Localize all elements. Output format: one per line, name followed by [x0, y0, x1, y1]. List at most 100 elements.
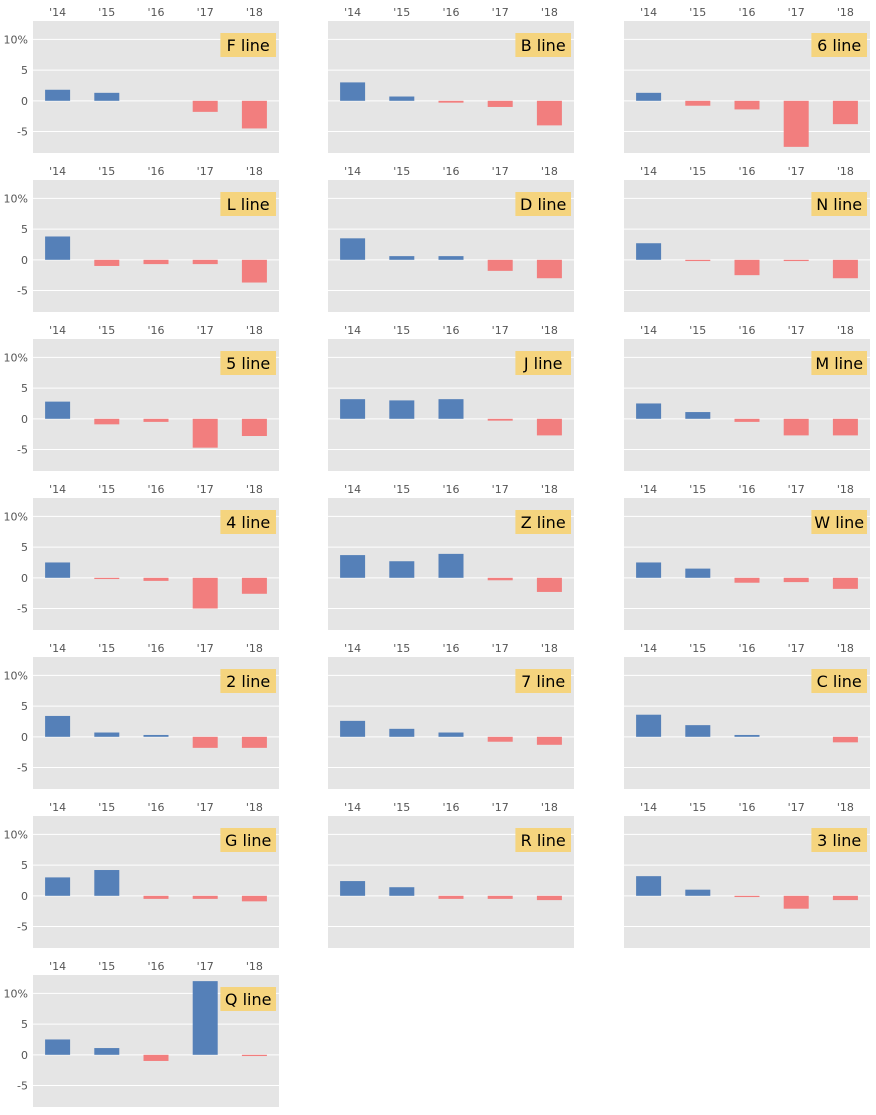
x-tick-label: '18 — [541, 642, 558, 655]
y-tick-label: 5 — [21, 1018, 28, 1031]
bar — [438, 732, 464, 737]
bar — [340, 238, 366, 260]
x-tick-label: '14 — [640, 642, 657, 655]
bar — [487, 895, 513, 899]
panel-label: Q line — [225, 990, 272, 1009]
y-tick-label: 10% — [4, 33, 28, 46]
x-tick-label: '17 — [492, 165, 509, 178]
panel-d-line: '14 '15 '16 '17 '18 D line — [328, 165, 574, 312]
bar — [832, 895, 858, 901]
bar — [389, 728, 415, 737]
bar — [389, 96, 415, 101]
x-tick-label: '14 — [49, 960, 66, 973]
panel-label: 4 line — [226, 513, 270, 532]
x-tick-label: '16 — [738, 324, 755, 337]
x-tick-label: '14 — [49, 324, 66, 337]
bar — [636, 403, 662, 419]
panel-6-line: '14 '15 '16 '17 '18 6 line — [624, 6, 870, 153]
bar — [143, 734, 169, 737]
panel-label-box — [220, 351, 276, 375]
bar — [94, 577, 120, 580]
y-tick-label: 5 — [21, 859, 28, 872]
bar — [143, 895, 169, 899]
bar — [45, 236, 71, 260]
x-tick-label: '14 — [344, 324, 361, 337]
x-tick-label: '18 — [837, 801, 854, 814]
panel-label: R line — [521, 831, 566, 850]
y-tick-label: -5 — [17, 126, 28, 139]
panel-label: 5 line — [226, 354, 270, 373]
y-tick-label: 0 — [21, 731, 28, 744]
bar — [734, 895, 760, 898]
x-tick-label: '14 — [640, 6, 657, 19]
bar — [241, 895, 267, 902]
panel-3-line: '14 '15 '16 '17 '18 3 line — [624, 801, 870, 948]
x-tick-label: '18 — [541, 324, 558, 337]
x-tick-label: '14 — [49, 6, 66, 19]
x-tick-label: '16 — [442, 165, 459, 178]
bar — [487, 418, 513, 421]
bar — [340, 555, 366, 578]
x-tick-label: '17 — [197, 6, 214, 19]
x-tick-label: '17 — [788, 483, 805, 496]
bar — [340, 720, 366, 737]
y-tick-label: 0 — [21, 413, 28, 426]
bar — [143, 418, 169, 422]
panel-label-box — [220, 33, 276, 57]
x-tick-label: '15 — [98, 6, 115, 19]
x-tick-label: '15 — [689, 324, 706, 337]
y-tick-label: 0 — [21, 254, 28, 267]
x-tick-label: '17 — [788, 642, 805, 655]
y-tick-label: 10% — [4, 510, 28, 523]
bar — [143, 259, 169, 265]
panel-label: 3 line — [817, 831, 861, 850]
panel-label: B line — [521, 36, 566, 55]
y-tick-label: -5 — [17, 762, 28, 775]
x-tick-label: '18 — [837, 483, 854, 496]
bar — [45, 715, 71, 737]
bar — [192, 259, 218, 265]
x-tick-label: '18 — [837, 324, 854, 337]
x-tick-label: '17 — [197, 324, 214, 337]
panel-label-box — [811, 192, 867, 216]
bar — [536, 100, 562, 126]
y-tick-label: 10% — [4, 669, 28, 682]
bar — [45, 1039, 71, 1055]
panel-label: C line — [817, 672, 862, 691]
panel-label: 2 line — [226, 672, 270, 691]
x-tick-label: '18 — [246, 165, 263, 178]
x-tick-label: '16 — [147, 324, 164, 337]
bar — [783, 100, 809, 147]
x-tick-label: '18 — [246, 960, 263, 973]
panel-label: L line — [227, 195, 270, 214]
bar — [636, 92, 662, 101]
panel-r-line: '14 '15 '16 '17 '18 R line — [328, 801, 574, 948]
bar — [685, 568, 711, 578]
x-tick-label: '18 — [541, 483, 558, 496]
bar — [685, 889, 711, 896]
x-tick-label: '15 — [393, 483, 410, 496]
bar — [832, 259, 858, 279]
panel-label: D line — [520, 195, 566, 214]
bar — [734, 418, 760, 422]
x-tick-label: '16 — [738, 801, 755, 814]
y-tick-label: 0 — [21, 95, 28, 108]
panel-label-box — [811, 669, 867, 693]
bar — [636, 243, 662, 260]
x-tick-label: '15 — [393, 324, 410, 337]
panel-f-line: 10% 5 0 -5 '14 '15 '16 '17 '18 F line — [4, 6, 279, 153]
x-tick-label: '16 — [442, 483, 459, 496]
x-tick-label: '14 — [49, 483, 66, 496]
panel-label: M line — [815, 354, 863, 373]
x-tick-label: '17 — [788, 165, 805, 178]
bar — [143, 1054, 169, 1061]
x-tick-label: '16 — [147, 960, 164, 973]
bar — [241, 736, 267, 748]
y-tick-label: -5 — [17, 285, 28, 298]
x-tick-label: '18 — [246, 642, 263, 655]
x-tick-label: '17 — [788, 6, 805, 19]
x-tick-label: '18 — [541, 165, 558, 178]
panel-label: G line — [225, 831, 271, 850]
panel-b-line: '14 '15 '16 '17 '18 B line — [328, 6, 574, 153]
panel-w-line: '14 '15 '16 '17 '18 W line — [624, 483, 870, 630]
